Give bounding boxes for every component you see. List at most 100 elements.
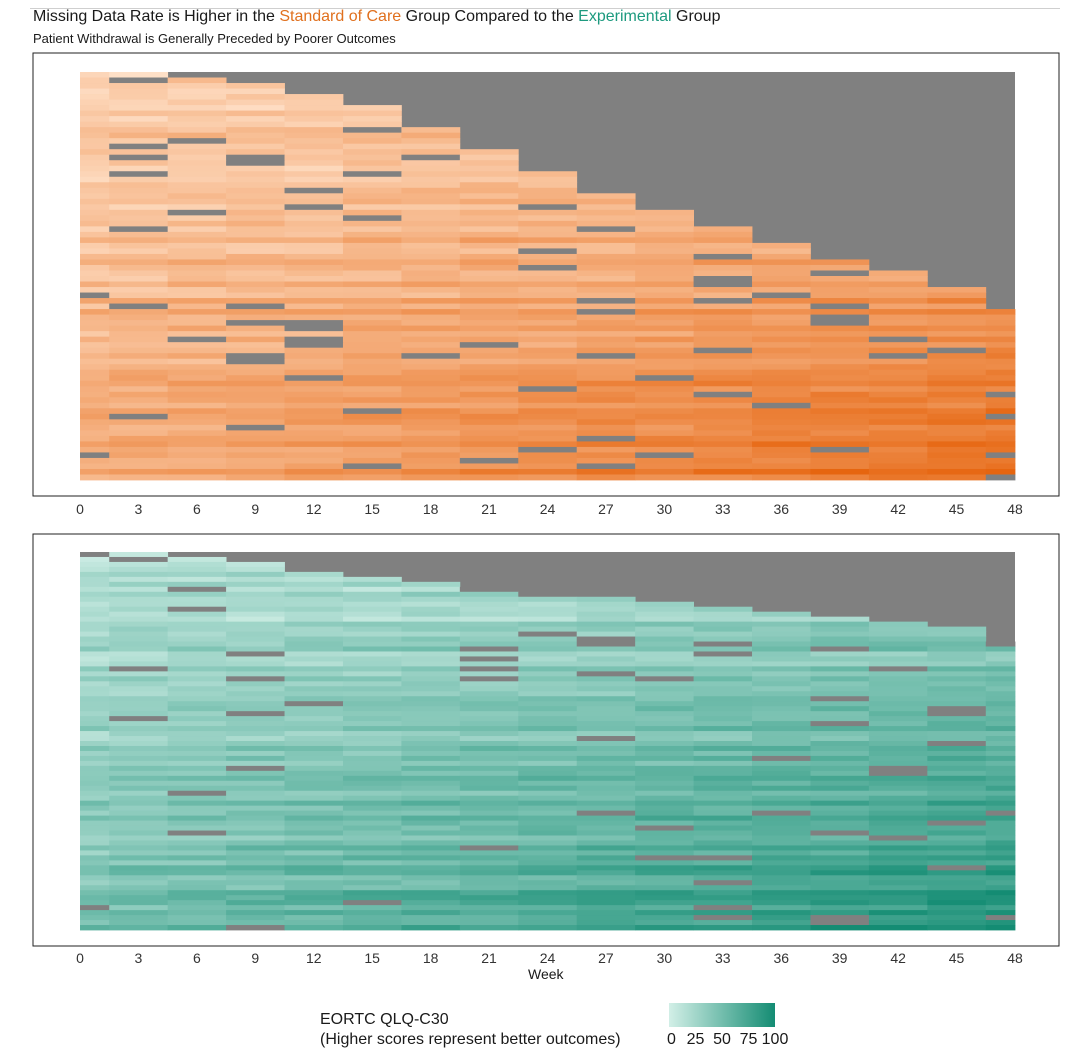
- heatmap-cell: [459, 292, 519, 299]
- heatmap-cell: [635, 900, 694, 906]
- heatmap-cell: [985, 435, 1016, 442]
- heatmap-cell: [576, 885, 636, 891]
- heatmap-cell: [80, 885, 110, 891]
- heatmap-cell: [752, 380, 811, 387]
- heatmap-cell: [109, 419, 169, 426]
- heatmap-cell: [342, 253, 402, 260]
- heatmap-cell: [518, 860, 578, 866]
- heatmap-cell: [226, 292, 285, 299]
- heatmap-cell: [810, 885, 870, 891]
- heatmap-cell: [459, 198, 519, 205]
- heatmap-cell: [576, 840, 636, 846]
- heatmap-cell: [518, 220, 578, 227]
- heatmap-cell: [167, 656, 227, 662]
- heatmap-cell: [459, 641, 519, 647]
- heatmap-cell: [868, 636, 928, 642]
- heatmap-cell: [167, 165, 227, 172]
- heatmap-cell: [635, 253, 694, 260]
- heatmap-cell: [927, 750, 987, 757]
- heatmap-cell: [693, 790, 753, 797]
- heatmap-cell: [693, 875, 753, 881]
- heatmap-cell: [401, 430, 461, 437]
- heatmap-cell: [167, 765, 227, 772]
- heatmap-cell: [401, 741, 461, 747]
- heatmap-cell: [401, 320, 461, 327]
- heatmap-cell: [401, 716, 461, 722]
- heatmap-cell: [167, 835, 227, 841]
- title-part-standard-of-care: Standard of Care: [279, 8, 402, 25]
- heatmap-cell: [226, 621, 285, 627]
- heatmap-cell: [635, 726, 694, 732]
- heatmap-cell: [342, 835, 402, 841]
- heatmap-cell: [635, 626, 694, 632]
- heatmap-cell: [284, 171, 344, 178]
- heatmap-cell: [109, 452, 169, 459]
- heatmap-cell: [635, 676, 694, 682]
- heatmap-cell: [868, 741, 928, 747]
- heatmap-cell: [167, 860, 227, 866]
- heatmap-cell: [401, 242, 461, 249]
- heatmap-cell: [693, 900, 753, 906]
- heatmap-cell: [459, 860, 519, 866]
- heatmap-cell: [518, 726, 578, 732]
- heatmap-cell: [80, 138, 110, 145]
- heatmap-cell: [80, 154, 110, 161]
- heatmap-cell: [284, 621, 344, 627]
- heatmap-cell: [109, 331, 169, 338]
- heatmap-cell: [80, 656, 110, 662]
- heatmap-cell: [167, 770, 227, 777]
- heatmap-cell: [459, 408, 519, 415]
- heatmap-cell: [927, 386, 987, 393]
- heatmap-cell: [109, 651, 169, 657]
- heatmap-cell: [693, 616, 753, 623]
- heatmap-cell: [342, 820, 402, 826]
- heatmap-cell: [342, 651, 402, 657]
- heatmap-cell: [576, 755, 636, 762]
- heatmap-cell: [635, 905, 694, 911]
- heatmap-cell: [226, 895, 285, 901]
- heatmap-cell: [459, 900, 519, 906]
- heatmap-cell: [927, 800, 987, 807]
- heatmap-cell: [868, 347, 928, 354]
- heatmap-cell: [518, 875, 578, 881]
- heatmap-cell: [401, 380, 461, 387]
- heatmap-cell: [167, 865, 227, 871]
- heatmap-cell: [693, 468, 753, 475]
- heatmap-cell: [459, 336, 519, 343]
- heatmap-cell: [868, 795, 928, 802]
- heatmap-cell: [576, 686, 636, 692]
- heatmap-cell: [927, 815, 987, 821]
- heatmap-cell: [927, 419, 987, 426]
- heatmap-cell: [635, 830, 694, 836]
- heatmap-cell: [927, 656, 987, 662]
- heatmap-cell: [109, 94, 169, 100]
- heatmap-cell: [810, 686, 870, 692]
- heatmap-cell: [342, 691, 402, 697]
- heatmap-cell: [80, 561, 110, 568]
- heatmap-cell: [518, 666, 578, 672]
- heatmap-cell: [459, 165, 519, 172]
- heatmap-cell: [167, 276, 227, 282]
- heatmap-cell: [518, 463, 578, 470]
- heatmap-cell: [927, 676, 987, 682]
- heatmap-cell: [342, 636, 402, 642]
- heatmap-cell: [810, 397, 870, 404]
- heatmap-cell: [167, 736, 227, 742]
- heatmap-cell: [401, 342, 461, 349]
- heatmap-cell: [810, 369, 870, 376]
- heatmap-cell: [226, 765, 285, 772]
- heatmap-cell: [109, 706, 169, 712]
- heatmap-cell: [109, 676, 169, 682]
- x-tick-label: 33: [715, 950, 731, 966]
- heatmap-cell: [459, 736, 519, 742]
- heatmap-cell: [985, 369, 1016, 376]
- heatmap-cell: [342, 711, 402, 717]
- heatmap-cell: [80, 193, 110, 200]
- heatmap-cell: [576, 805, 636, 812]
- heatmap-cell: [80, 586, 110, 593]
- heatmap-cell: [80, 626, 110, 632]
- heatmap-cell: [342, 369, 402, 376]
- heatmap-cell: [342, 386, 402, 393]
- heatmap-cell: [80, 331, 110, 338]
- heatmap-cell: [167, 198, 227, 205]
